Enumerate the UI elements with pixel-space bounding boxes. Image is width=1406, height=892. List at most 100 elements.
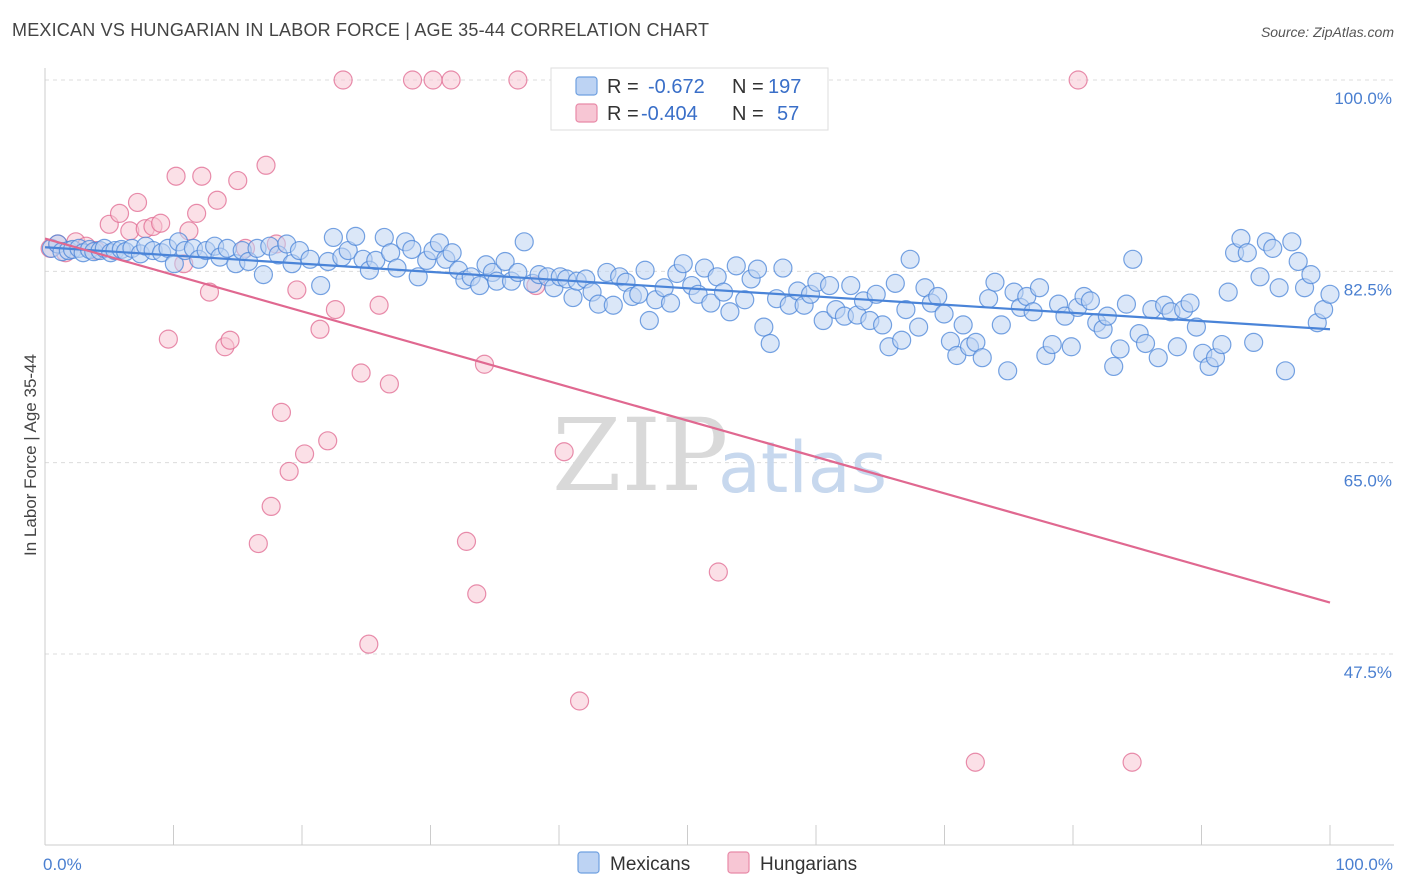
bottom-legend-mexicans: Mexicans <box>610 854 690 875</box>
x-tick-label-1: 100.0% <box>1335 855 1393 874</box>
hungarians-point-56 <box>1122 752 1142 772</box>
mexicans-point-60 <box>442 243 462 263</box>
mexicans-point-162 <box>1104 356 1124 377</box>
mexicans-point-184 <box>1244 332 1264 352</box>
mexicans-point-106 <box>747 259 768 279</box>
mexicans-point-117 <box>819 275 840 296</box>
hungarians-point-18 <box>192 166 212 186</box>
y-tick-labels: 47.5% 65.0% 82.5% 100.0% <box>1334 89 1392 682</box>
mexicans-point-179 <box>1212 334 1232 355</box>
mexicans-point-158 <box>1080 291 1100 311</box>
mexicans-point-180 <box>1218 282 1238 302</box>
legend-n-label-mexicans: N = <box>732 76 764 98</box>
hungarians-point-52 <box>708 562 728 582</box>
hungarians-point-25 <box>248 533 268 554</box>
hungarians-point-46 <box>474 354 495 374</box>
mexicans-point-124 <box>866 284 886 304</box>
watermark-atlas: atlas <box>718 427 887 509</box>
mexicans-point-93 <box>660 293 681 313</box>
hungarians-point-34 <box>318 431 338 451</box>
hungarians-point-19 <box>199 282 220 302</box>
legend-r-label-hungarians: R = <box>607 103 639 125</box>
hungarians-point-38 <box>359 634 379 654</box>
axes <box>44 68 1394 846</box>
mexicans-point-108 <box>760 333 780 354</box>
legend-r-value-hungarians: -0.404 <box>641 103 698 125</box>
mexicans-point-103 <box>726 256 746 276</box>
mexicans-point-104 <box>735 290 755 310</box>
mexicans-point-183 <box>1237 243 1257 263</box>
mexicans-point-128 <box>892 330 912 350</box>
mexicans-point-145 <box>998 361 1018 381</box>
hungarians-trend-line <box>44 237 1331 604</box>
chart-title: MEXICAN VS HUNGARIAN IN LABOR FORCE | AG… <box>12 20 710 40</box>
mexicans-point-190 <box>1282 232 1302 252</box>
hungarians-point-14 <box>166 166 186 186</box>
hungarians-point-31 <box>287 280 307 300</box>
mexicans-point-187 <box>1263 238 1283 258</box>
mexicans-point-172 <box>1167 337 1187 357</box>
hungarians-point-37 <box>351 363 371 383</box>
mexicans-point-135 <box>934 304 954 324</box>
hungarians-point-22 <box>220 330 240 350</box>
hungarians-point-41 <box>402 70 423 90</box>
mexicans-point-34 <box>253 265 274 285</box>
mexicans-point-129 <box>896 300 916 320</box>
mexicans-point-185 <box>1250 267 1270 287</box>
x-tick-labels: 0.0% 100.0% <box>43 855 1393 874</box>
legend-r-label-mexicans: R = <box>607 76 639 98</box>
watermark-zip: ZIP <box>552 397 728 514</box>
mexicans-point-41 <box>311 275 331 296</box>
mexicans-point-102 <box>720 302 740 322</box>
mexicans-point-99 <box>701 293 721 313</box>
mexicans-point-134 <box>928 286 948 307</box>
hungarians-point-30 <box>279 461 299 482</box>
mexicans-point-193 <box>1301 265 1321 285</box>
mexicans-point-196 <box>1320 284 1340 304</box>
mexicans-point-58 <box>429 233 450 253</box>
mexicans-point-142 <box>979 289 999 309</box>
hungarians-point-55 <box>1068 70 1088 90</box>
hungarians-point-50 <box>569 691 590 711</box>
hungarians-point-33 <box>310 319 330 339</box>
hungarians-point-35 <box>325 300 346 320</box>
hungarians-point-40 <box>379 374 399 394</box>
mexicans-point-155 <box>1061 337 1081 357</box>
hungarians-point-20 <box>207 190 227 210</box>
hungarians-point-26 <box>256 155 276 175</box>
y-axis-label: In Labor Force | Age 35-44 <box>21 354 40 556</box>
mexicans-point-89 <box>635 260 655 280</box>
mexicans-point-164 <box>1116 294 1137 314</box>
mexicans-point-46 <box>346 226 366 246</box>
mexicans-point-189 <box>1275 361 1296 381</box>
trend-lines <box>44 237 1331 604</box>
y-tick-label-2: 82.5% <box>1344 280 1392 299</box>
hungarians-point-13 <box>158 329 178 349</box>
mexicans-point-120 <box>841 275 861 296</box>
mexicans-point-54 <box>402 239 422 260</box>
mexicans-point-52 <box>387 258 407 278</box>
legend-n-label-hungarians: N = <box>732 103 764 125</box>
hungarians-point-32 <box>294 444 315 464</box>
hungarians-point-45 <box>467 584 487 604</box>
bottom-legend-hungarians: Hungarians <box>760 854 857 875</box>
mexicans-point-84 <box>603 295 623 315</box>
mexicans-point-138 <box>953 315 973 335</box>
mexicans-point-107 <box>754 317 774 337</box>
y-tick-label-1: 65.0% <box>1344 472 1392 491</box>
hungarians-point-17 <box>187 203 207 223</box>
mexicans-points <box>41 226 1340 381</box>
hungarians-point-9 <box>127 192 148 213</box>
mexicans-point-130 <box>900 249 920 269</box>
mexicans-point-150 <box>1029 278 1050 298</box>
mexicans-point-125 <box>872 315 893 335</box>
mexicans-trend-line <box>44 246 1331 331</box>
legend-n-value-mexicans: 197 <box>768 76 801 98</box>
mexicans-point-110 <box>773 258 793 278</box>
hungarians-point-42 <box>423 70 443 90</box>
correlation-legend: R = -0.672 N = 197 R = -0.404 N = 57 <box>550 67 829 131</box>
mexicans-point-90 <box>639 310 659 331</box>
hungarians-point-23 <box>228 170 248 191</box>
mexicans-point-169 <box>1148 348 1168 368</box>
